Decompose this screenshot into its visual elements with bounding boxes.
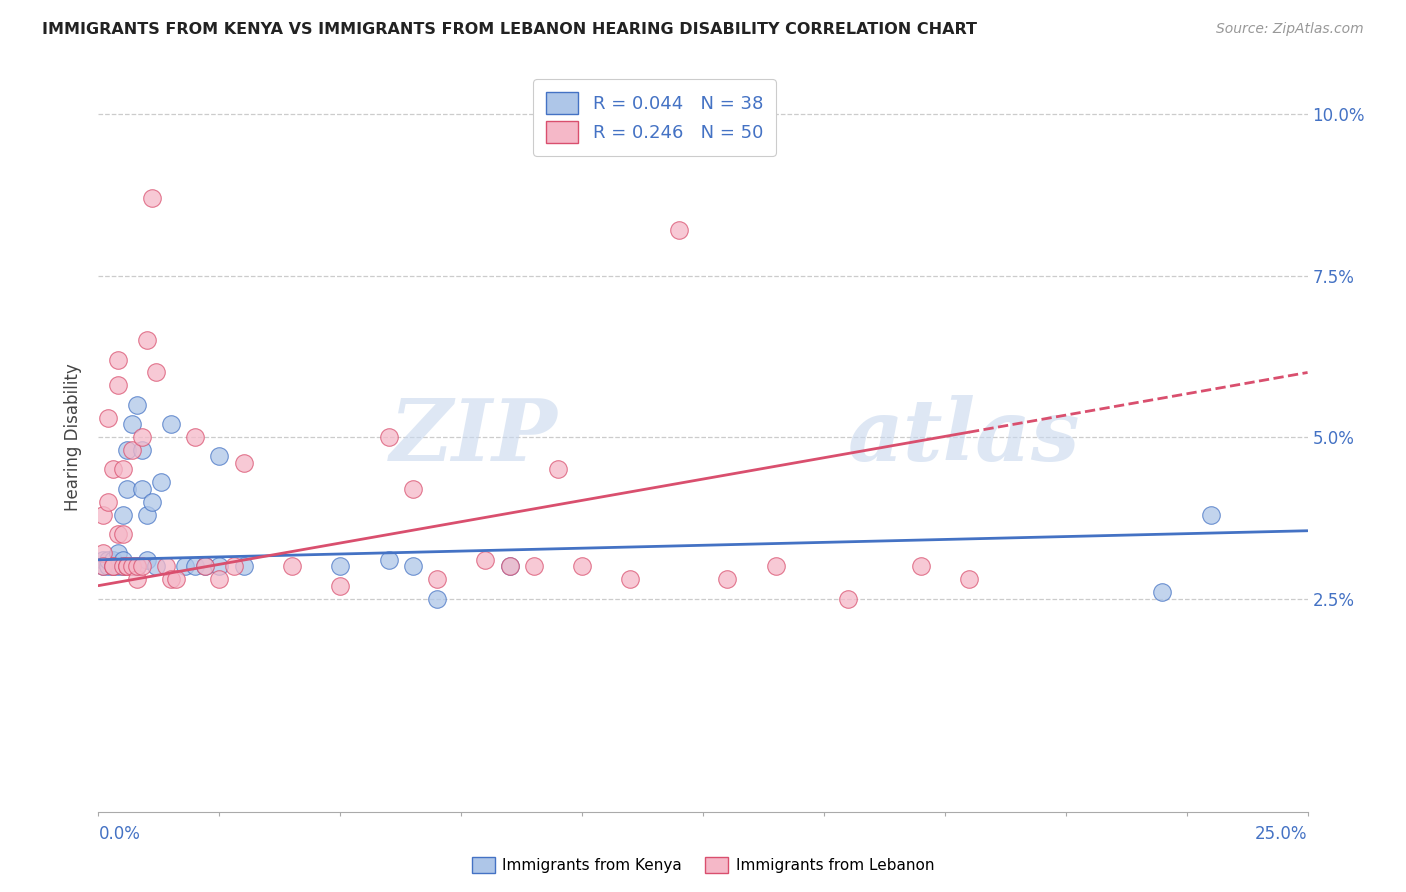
Point: [184, 559, 207, 574]
Point: [97, 410, 120, 425]
Point: [127, 559, 149, 574]
Point: [131, 559, 153, 574]
Point: [208, 572, 231, 586]
Text: 25.0%: 25.0%: [1256, 825, 1308, 843]
Point: [91, 553, 114, 567]
Point: [208, 450, 231, 464]
Point: [97, 559, 120, 574]
Point: [141, 494, 163, 508]
Point: [160, 572, 183, 586]
Point: [194, 559, 217, 574]
Text: IMMIGRANTS FROM KENYA VS IMMIGRANTS FROM LEBANON HEARING DISABILITY CORRELATION : IMMIGRANTS FROM KENYA VS IMMIGRANTS FROM…: [42, 22, 977, 37]
Point: [145, 559, 167, 574]
Point: [97, 553, 120, 567]
Point: [402, 482, 425, 496]
Point: [377, 553, 399, 567]
Point: [174, 559, 197, 574]
Point: [121, 559, 143, 574]
Point: [101, 462, 124, 476]
Point: [377, 430, 399, 444]
Point: [101, 559, 124, 574]
Point: [145, 366, 167, 380]
Point: [402, 559, 425, 574]
Point: [107, 378, 129, 392]
Point: [117, 559, 139, 574]
Text: ZIP: ZIP: [389, 395, 558, 479]
Point: [101, 559, 124, 574]
Point: [1199, 508, 1222, 522]
Point: [281, 559, 304, 574]
Point: [111, 559, 134, 574]
Point: [111, 559, 134, 574]
Point: [121, 417, 143, 432]
Point: [957, 572, 980, 586]
Point: [165, 572, 187, 586]
Point: [498, 559, 520, 574]
Point: [111, 462, 134, 476]
Point: [523, 559, 546, 574]
Point: [765, 559, 787, 574]
Point: [131, 482, 153, 496]
Point: [127, 398, 149, 412]
Point: [194, 559, 217, 574]
Point: [498, 559, 520, 574]
Point: [121, 442, 143, 457]
Point: [208, 559, 231, 574]
Point: [232, 456, 254, 470]
Y-axis label: Hearing Disability: Hearing Disability: [65, 363, 83, 511]
Point: [910, 559, 932, 574]
Point: [150, 475, 173, 490]
Point: [107, 527, 129, 541]
Point: [1152, 585, 1174, 599]
Point: [127, 559, 149, 574]
Point: [547, 462, 569, 476]
Point: [117, 442, 139, 457]
Point: [91, 546, 114, 560]
Text: atlas: atlas: [848, 395, 1081, 479]
Point: [135, 333, 157, 347]
Point: [232, 559, 254, 574]
Point: [135, 553, 157, 567]
Point: [101, 553, 124, 567]
Point: [329, 559, 352, 574]
Point: [107, 546, 129, 560]
Point: [184, 430, 207, 444]
Point: [111, 527, 134, 541]
Point: [716, 572, 738, 586]
Point: [426, 591, 449, 606]
Point: [837, 591, 859, 606]
Point: [117, 559, 139, 574]
Point: [141, 191, 163, 205]
Point: [91, 559, 114, 574]
Point: [91, 559, 114, 574]
Point: [474, 553, 496, 567]
Point: [111, 553, 134, 567]
Point: [222, 559, 245, 574]
Point: [97, 494, 120, 508]
Point: [91, 508, 114, 522]
Point: [127, 572, 149, 586]
Point: [107, 559, 129, 574]
Point: [107, 352, 129, 367]
Text: 0.0%: 0.0%: [98, 825, 141, 843]
Legend: Immigrants from Kenya, Immigrants from Lebanon: Immigrants from Kenya, Immigrants from L…: [465, 851, 941, 880]
Point: [111, 508, 134, 522]
Legend: R = 0.044   N = 38, R = 0.246   N = 50: R = 0.044 N = 38, R = 0.246 N = 50: [533, 79, 776, 155]
Point: [619, 572, 641, 586]
Point: [426, 572, 449, 586]
Point: [329, 579, 352, 593]
Text: Source: ZipAtlas.com: Source: ZipAtlas.com: [1216, 22, 1364, 37]
Point: [131, 430, 153, 444]
Point: [571, 559, 593, 574]
Point: [668, 223, 690, 237]
Point: [155, 559, 177, 574]
Point: [121, 559, 143, 574]
Point: [135, 508, 157, 522]
Point: [160, 417, 183, 432]
Point: [131, 442, 153, 457]
Point: [101, 559, 124, 574]
Point: [117, 482, 139, 496]
